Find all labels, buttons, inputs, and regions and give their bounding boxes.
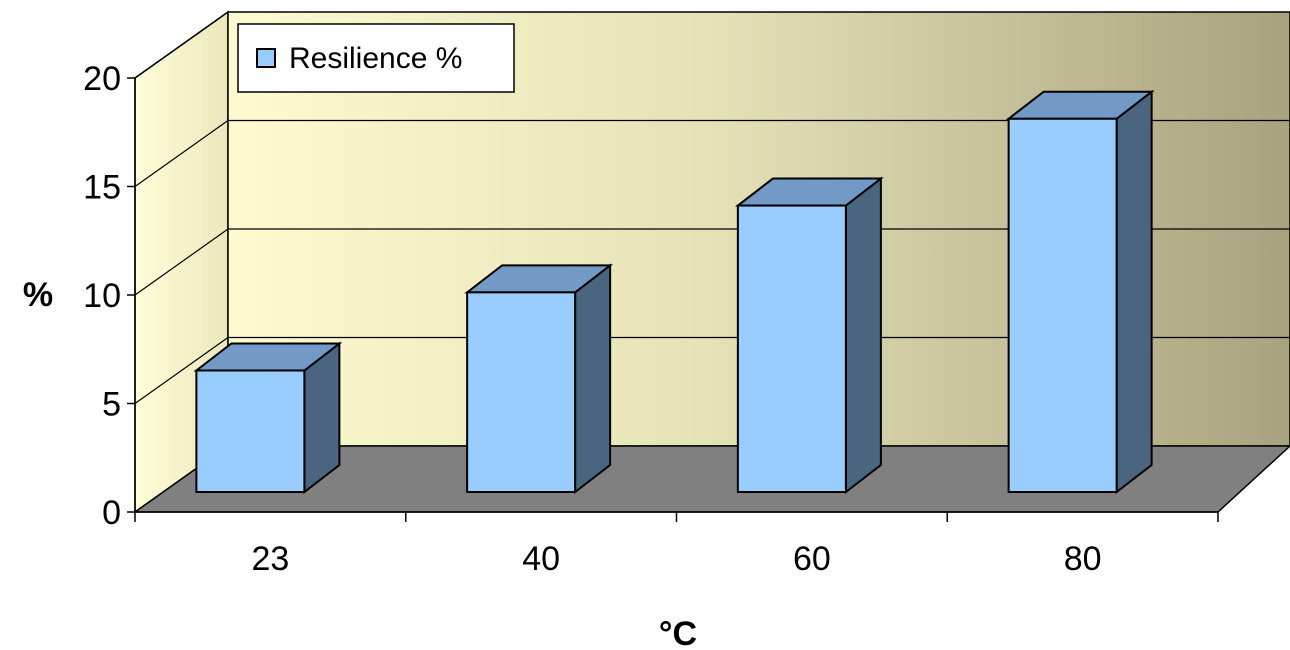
y-tick-label: 0 bbox=[102, 494, 121, 532]
gridline-side bbox=[134, 228, 229, 296]
bar-front-face bbox=[736, 204, 847, 493]
bar-40 bbox=[464, 263, 614, 495]
bar-23 bbox=[193, 341, 343, 495]
x-tick-label: 60 bbox=[793, 540, 831, 578]
bar-side-face bbox=[574, 263, 612, 495]
y-tick-label: 20 bbox=[83, 60, 121, 98]
gridline-side bbox=[134, 337, 229, 404]
bar-side-face bbox=[844, 176, 882, 495]
bar-front-face bbox=[195, 369, 306, 494]
legend-box bbox=[237, 23, 515, 93]
bar-80 bbox=[1005, 89, 1155, 495]
bar-60 bbox=[734, 176, 884, 495]
legend-swatch bbox=[256, 48, 276, 68]
y-axis-ticks: 0 5 10 15 20 bbox=[83, 60, 136, 532]
bar-side-face bbox=[1115, 89, 1153, 495]
bar-front-face bbox=[1007, 117, 1118, 493]
y-tick-label: 5 bbox=[102, 386, 121, 424]
x-tick-label: 80 bbox=[1064, 540, 1102, 578]
x-tick-label: 40 bbox=[522, 540, 560, 578]
legend: Resilience % bbox=[237, 23, 515, 93]
x-tick-label: 23 bbox=[251, 540, 289, 578]
x-axis-ticks: 23 40 60 80 bbox=[134, 511, 1219, 578]
gridline-side bbox=[134, 120, 229, 187]
x-axis-title: °C bbox=[659, 615, 697, 650]
bar-front-face bbox=[466, 291, 577, 493]
y-tick-label: 10 bbox=[83, 277, 121, 315]
y-tick-label: 15 bbox=[83, 169, 121, 207]
legend-label: Resilience % bbox=[289, 42, 462, 75]
bar-series bbox=[193, 89, 1155, 495]
gridline-side bbox=[134, 11, 229, 79]
y-axis-title: % bbox=[23, 276, 53, 314]
